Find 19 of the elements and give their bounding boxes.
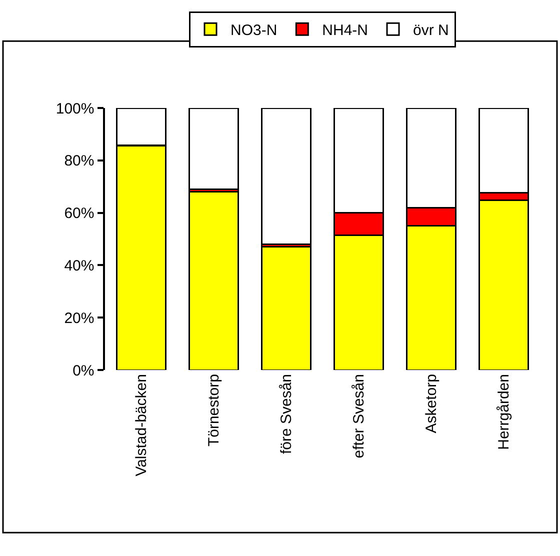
x-tick-label: Herrgården: [496, 374, 513, 450]
x-tick-label: Valstad-bäcken: [133, 374, 150, 476]
y-tick-label: 100%: [56, 100, 94, 118]
bar: [188, 191, 239, 370]
x-tick-label: Törnestorp: [206, 374, 223, 447]
bar: [261, 246, 312, 370]
x-tick-label: före Svesån: [278, 374, 296, 454]
y-tick-label: 20%: [64, 310, 94, 327]
bar: [261, 108, 312, 245]
y-tick-label: 0%: [72, 362, 94, 380]
x-tick-label: Asketorp: [423, 374, 440, 434]
legend-label: NO3-N: [230, 22, 278, 39]
y-tick-label: 40%: [64, 257, 94, 274]
bar: [188, 108, 239, 190]
legend-label: NH4-N: [322, 22, 368, 39]
y-tick-label: 80%: [64, 152, 94, 170]
x-tick-label: efter Svesån: [350, 374, 368, 458]
legend-label: övr N: [413, 22, 449, 39]
y-tick-label: 60%: [64, 205, 94, 222]
